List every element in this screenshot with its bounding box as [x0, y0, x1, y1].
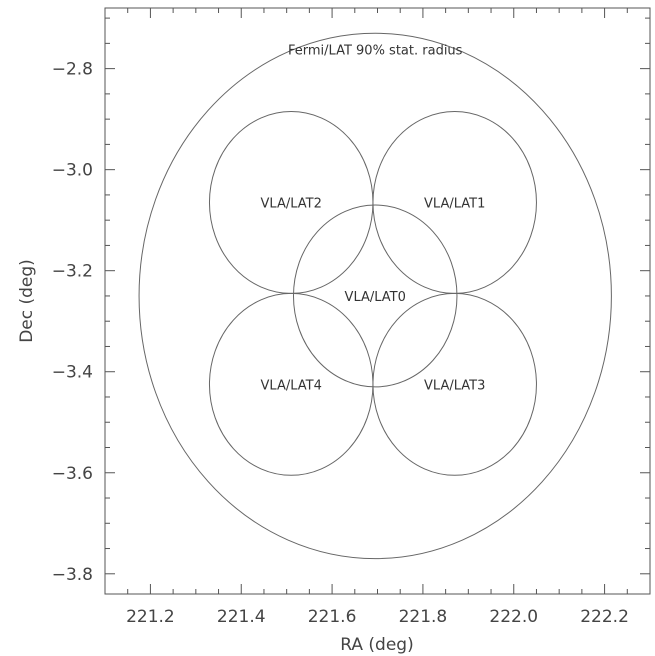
- x-tick-labels: 221.2 221.4 221.6 221.8 222.0 222.2: [126, 607, 629, 627]
- circles-layer: [138, 32, 612, 560]
- circle-label-vla-lat3: VLA/LAT3: [424, 378, 485, 393]
- y-tick-label: −3.2: [52, 262, 93, 282]
- circle-labels: Fermi/LAT 90% stat. radius VLA/LAT0 VLA/LA…: [261, 43, 486, 393]
- y-tick-label: −3.4: [52, 363, 93, 383]
- circle-label-fermi-lat-90-stat-radius: Fermi/LAT 90% stat. radius: [288, 43, 463, 58]
- y-tick-label: −2.8: [52, 60, 93, 80]
- circle-vla-lat4: [208, 292, 374, 476]
- x-tick-label: 221.2: [126, 607, 175, 627]
- x-tick-label: 222.2: [580, 607, 629, 627]
- x-axis-label: RA (deg): [340, 635, 413, 655]
- y-tick-label: −3.0: [52, 161, 93, 181]
- y-tick-label: −3.8: [52, 565, 93, 585]
- x-tick-label: 221.8: [399, 607, 448, 627]
- axis-ticks: [104, 8, 651, 594]
- circle-label-vla-lat4: VLA/LAT4: [261, 378, 322, 393]
- y-tick-labels: −3.8 −3.6 −3.4 −3.2 −3.0 −2.8: [52, 60, 93, 585]
- x-tick-label: 221.6: [308, 607, 357, 627]
- circle-vla-lat0: [292, 204, 458, 388]
- circle-label-vla-lat0: VLA/LAT0: [345, 290, 406, 305]
- circle-label-vla-lat1: VLA/LAT1: [424, 196, 485, 211]
- y-tick-label: −3.6: [52, 464, 93, 484]
- circle-fermi-lat-90-stat-radius: [138, 32, 612, 560]
- circle-label-vla-lat2: VLA/LAT2: [261, 196, 322, 211]
- y-axis-label: Dec (deg): [17, 259, 37, 343]
- x-tick-label: 222.0: [489, 607, 538, 627]
- x-tick-label: 221.4: [217, 607, 266, 627]
